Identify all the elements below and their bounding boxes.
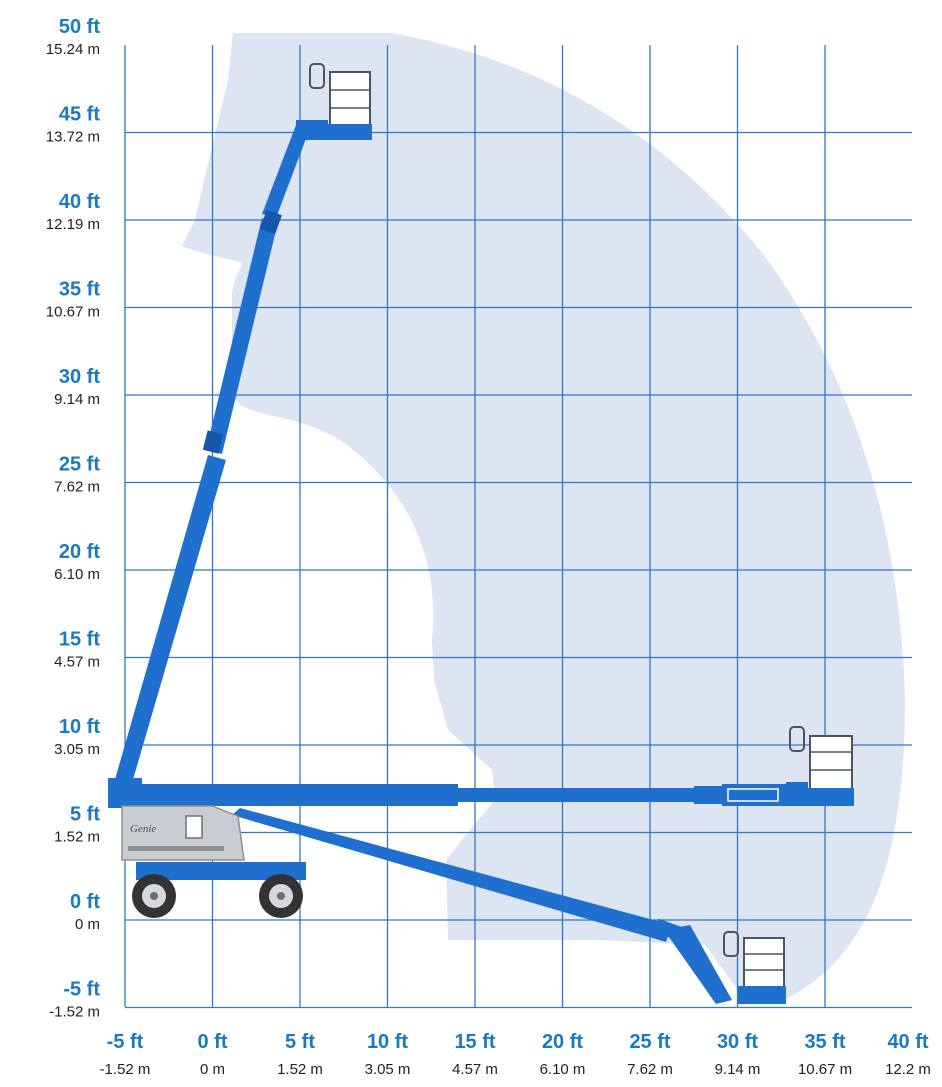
x-tick-label-ft: 0 ft: [198, 1031, 228, 1053]
y-tick-label-m: 1.52 m: [54, 829, 100, 846]
x-tick-label-ft: 35 ft: [804, 1031, 845, 1053]
x-tick-label-m: 9.14 m: [715, 1061, 761, 1078]
x-tick-label-ft: -5 ft: [107, 1031, 144, 1053]
y-tick-label-ft: 35 ft: [59, 279, 100, 301]
y-tick-label-ft: 15 ft: [59, 629, 100, 651]
y-tick-label-ft: 30 ft: [59, 366, 100, 388]
x-tick-label-m: 7.62 m: [627, 1061, 673, 1078]
boom-raised-position: [112, 63, 372, 790]
y-tick-label-m: 4.57 m: [54, 654, 100, 671]
wheel-rear: [259, 874, 303, 918]
y-tick-label-ft: -5 ft: [63, 979, 100, 1001]
y-tick-label-m: 3.05 m: [54, 741, 100, 758]
x-tick-label-ft: 10 ft: [367, 1031, 408, 1053]
y-tick-label-ft: 50 ft: [59, 16, 100, 38]
wheel-front: [132, 874, 176, 918]
x-tick-label-m: 1.52 m: [277, 1061, 323, 1078]
y-tick-label-ft: 5 ft: [70, 804, 100, 826]
x-tick-label-m: 10.67 m: [798, 1061, 852, 1078]
x-tick-label-ft: 25 ft: [629, 1031, 670, 1053]
y-tick-label-ft: 20 ft: [59, 541, 100, 563]
x-tick-label-m: 0 m: [200, 1061, 225, 1078]
y-tick-label-m: 15.24 m: [46, 41, 100, 58]
platform-basket-lower: [723, 931, 786, 1004]
y-tick-label-ft: 25 ft: [59, 454, 100, 476]
y-tick-label-ft: 40 ft: [59, 191, 100, 213]
x-tick-label-ft: 20 ft: [542, 1031, 583, 1053]
y-tick-label-ft: 10 ft: [59, 716, 100, 738]
y-tick-label-m: -1.52 m: [49, 1004, 100, 1021]
boom-lower-position: [232, 808, 786, 1004]
y-tick-label-m: 12.19 m: [46, 216, 100, 233]
x-tick-label-ft: 40 ft: [887, 1031, 928, 1053]
platform-basket-raised: [309, 63, 372, 140]
x-tick-label-m: -1.52 m: [100, 1061, 151, 1078]
y-tick-label-m: 0 m: [75, 916, 100, 933]
y-tick-label-m: 6.10 m: [54, 566, 100, 583]
y-tick-label-m: 13.72 m: [46, 129, 100, 146]
platform-basket-horizontal: [789, 726, 854, 806]
x-tick-label-m: 6.10 m: [540, 1061, 586, 1078]
y-tick-label-m: 7.62 m: [54, 479, 100, 496]
boom-horizontal-position: [110, 726, 854, 806]
brand-label: Genie: [130, 823, 156, 835]
x-axis-labels: -5 ft -1.52 m 0 ft 0 m 5 ft 1.52 m 10 ft 3.05 m…: [100, 1031, 931, 1078]
x-tick-label-ft: 30 ft: [717, 1031, 758, 1053]
x-tick-label-m: 4.57 m: [452, 1061, 498, 1078]
y-tick-label-ft: 45 ft: [59, 104, 100, 126]
x-tick-label-m: 3.05 m: [365, 1061, 411, 1078]
x-tick-label-ft: 15 ft: [454, 1031, 495, 1053]
y-tick-label-ft: 0 ft: [70, 891, 100, 913]
y-axis-labels: 50 ft 15.24 m 45 ft 13.72 m 40 ft 12.19 m 35 f…: [46, 16, 101, 1021]
y-tick-label-m: 9.14 m: [54, 391, 100, 408]
x-tick-label-m: 12.2 m: [885, 1061, 931, 1078]
machine-chassis: Genie: [108, 778, 306, 918]
working-envelope: [182, 33, 905, 1002]
x-tick-label-ft: 5 ft: [285, 1031, 315, 1053]
y-tick-label-m: 10.67 m: [46, 304, 100, 321]
